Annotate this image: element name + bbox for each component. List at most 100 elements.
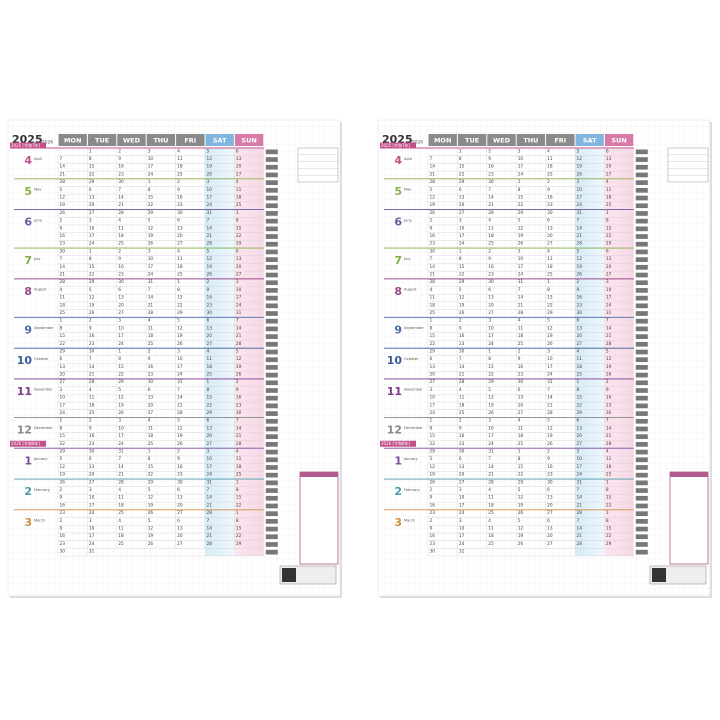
day-number: 22 <box>577 402 583 408</box>
day-number: 23 <box>488 271 494 277</box>
month-number: 4 <box>394 154 402 167</box>
day-number: 12 <box>488 395 494 401</box>
weekday-label: THU <box>523 137 538 145</box>
day-number: 25 <box>118 510 124 516</box>
day-number: 13 <box>177 225 183 231</box>
day-number: 29 <box>488 379 494 385</box>
day-number: 19 <box>177 333 183 339</box>
day-number: 5 <box>148 218 151 224</box>
day-number: 16 <box>118 164 124 170</box>
day-number: 25 <box>459 410 465 416</box>
day-number: 29 <box>148 479 154 485</box>
side-tag <box>635 257 648 262</box>
day-number: 19 <box>207 264 213 270</box>
side-tag <box>635 395 648 401</box>
side-tag <box>265 411 278 416</box>
side-tag <box>265 172 278 178</box>
weekend-column <box>604 148 634 556</box>
day-number: 18 <box>148 333 154 339</box>
day-number: 20 <box>89 472 95 478</box>
day-number: 5 <box>459 287 462 293</box>
day-number: 20 <box>60 372 66 378</box>
day-number: 21 <box>577 502 583 508</box>
side-tag <box>635 149 648 155</box>
day-number: 7 <box>518 287 521 293</box>
day-number: 19 <box>89 302 95 308</box>
day-number: 10 <box>547 356 553 362</box>
day-number: 21 <box>488 202 494 208</box>
day-number: 19 <box>459 302 465 308</box>
day-number: 12 <box>207 256 213 262</box>
day-number: 26 <box>430 210 436 216</box>
day-number: 4 <box>207 348 210 354</box>
day-number: 29 <box>577 410 583 416</box>
day-number: 26 <box>547 441 553 447</box>
day-number: 31 <box>207 479 213 485</box>
sheet-grid <box>378 120 710 596</box>
day-number: 8 <box>236 487 239 493</box>
day-number: 16 <box>459 333 465 339</box>
day-number: 6 <box>606 148 609 154</box>
day-number: 26 <box>518 510 524 516</box>
day-number: 25 <box>518 341 524 347</box>
day-number: 16 <box>118 264 124 270</box>
day-number: 29 <box>89 179 95 185</box>
day-number: 14 <box>577 495 583 501</box>
day-number: 12 <box>236 356 242 362</box>
day-number: 1 <box>89 248 92 254</box>
day-number: 20 <box>236 164 242 170</box>
day-number: 16 <box>236 395 242 401</box>
day-number: 25 <box>547 171 553 177</box>
day-number: 24 <box>89 241 95 247</box>
day-number: 31 <box>207 210 213 216</box>
day-number: 1 <box>430 418 433 424</box>
day-number: 18 <box>148 433 154 439</box>
day-number: 14 <box>459 364 465 370</box>
day-number: 6 <box>459 187 462 193</box>
weekday-label: MON <box>64 137 81 145</box>
day-number: 12 <box>518 495 524 501</box>
month-name: October <box>34 357 49 361</box>
day-number: 17 <box>236 295 242 301</box>
month-name: September <box>404 326 424 330</box>
day-number: 2 <box>89 418 92 424</box>
day-number: 22 <box>606 502 612 508</box>
weekday-header <box>487 134 516 146</box>
day-number: 18 <box>606 464 612 470</box>
day-number: 24 <box>177 372 183 378</box>
year-tag-bg <box>380 440 416 447</box>
day-number: 19 <box>207 164 213 170</box>
day-number: 23 <box>547 472 553 478</box>
day-number: 8 <box>60 325 63 331</box>
day-number: 8 <box>459 156 462 162</box>
weekday-header <box>457 134 487 146</box>
day-number: 27 <box>459 479 465 485</box>
side-tag <box>635 372 648 378</box>
day-number: 4 <box>177 248 180 254</box>
day-number: 26 <box>488 410 494 416</box>
side-tag <box>265 503 278 509</box>
day-number: 17 <box>518 164 524 170</box>
side-tag <box>265 349 278 355</box>
day-number: 5 <box>60 187 63 193</box>
day-number: 4 <box>606 449 609 455</box>
day-number: 6 <box>89 456 92 462</box>
day-number: 12 <box>118 395 124 401</box>
day-number: 9 <box>547 456 550 462</box>
day-number: 26 <box>547 341 553 347</box>
side-tag <box>265 341 278 347</box>
day-number: 28 <box>577 510 583 516</box>
day-number: 17 <box>148 164 154 170</box>
day-number: 5 <box>577 248 580 254</box>
day-number: 20 <box>177 502 183 508</box>
day-number: 15 <box>430 333 436 339</box>
day-number: 3 <box>518 248 521 254</box>
day-number: 2 <box>488 248 491 254</box>
day-number: 28 <box>236 341 242 347</box>
day-number: 28 <box>488 479 494 485</box>
day-number: 24 <box>606 302 612 308</box>
day-number: 26 <box>207 271 213 277</box>
day-number: 26 <box>177 441 183 447</box>
day-number: 29 <box>207 410 213 416</box>
day-number: 1 <box>60 318 63 324</box>
